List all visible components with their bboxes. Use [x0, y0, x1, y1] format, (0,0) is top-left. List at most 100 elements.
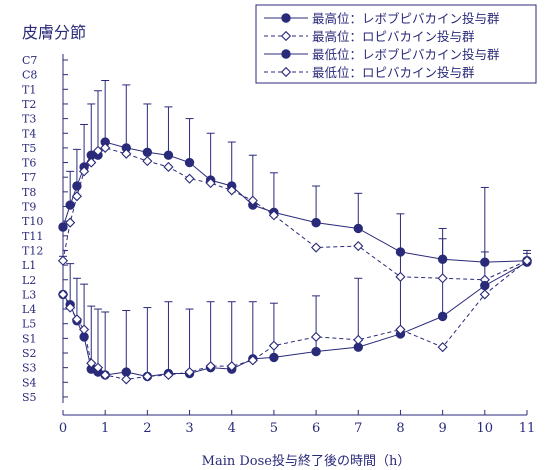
data-point [71, 314, 82, 325]
data-point [247, 355, 258, 366]
y-tick-label: S2 [22, 347, 37, 360]
data-point [480, 280, 490, 291]
data-point [353, 334, 364, 345]
data-point [479, 289, 490, 300]
data-point [79, 324, 90, 335]
data-point [58, 222, 68, 232]
series-4 [57, 255, 533, 385]
data-point [184, 157, 195, 168]
data-point [72, 181, 82, 191]
data-point [353, 223, 363, 234]
error-bars [59, 80, 531, 377]
data-point [353, 240, 364, 252]
y-tick-label: T3 [22, 113, 36, 126]
data-point [86, 358, 97, 369]
legend-label: 最高位：ロピバカイン投与群 [312, 29, 475, 44]
data-point [142, 371, 153, 382]
data-point [280, 66, 292, 78]
data-point [79, 166, 90, 177]
x-tick-label: 3 [185, 421, 193, 436]
data-point [247, 195, 258, 206]
series-line [62, 147, 528, 281]
data-point [280, 30, 292, 42]
x-axis: 0 1 2 3 4 5 6 7 8 9 10 11 [59, 409, 536, 436]
y-tick-label: T12 [22, 244, 43, 257]
y-tick-label: S5 [22, 391, 37, 404]
data-point [65, 302, 76, 313]
data-point [205, 361, 216, 372]
data-point [163, 150, 174, 160]
data-point [57, 255, 69, 266]
y-tick-label: S3 [22, 362, 37, 375]
x-tick-label: 6 [312, 421, 320, 436]
data-point [268, 210, 279, 221]
series-2 [57, 142, 533, 285]
y-tick-label: T5 [22, 142, 36, 155]
data-point [71, 191, 82, 202]
x-tick-label: 8 [396, 421, 404, 436]
y-tick-label: C8 [22, 69, 37, 82]
x-axis-label: Main Dose投与終了後の時間（h） [202, 453, 411, 469]
x-tick-label: 1 [101, 421, 109, 436]
y-tick-label: L3 [22, 288, 36, 301]
x-tick-label: 5 [270, 421, 278, 436]
data-point [163, 369, 174, 381]
y-tick-label: T7 [22, 171, 36, 184]
data-point [184, 366, 195, 378]
series-line [62, 261, 528, 377]
data-point [281, 49, 291, 59]
data-point [311, 331, 322, 342]
data-point [92, 145, 104, 156]
series-3 [58, 257, 532, 382]
data-point [100, 142, 111, 153]
x-tick-label: 0 [59, 421, 67, 436]
y-tick-label: S4 [22, 376, 37, 389]
x-tick-label: 4 [228, 421, 236, 436]
data-point [268, 340, 279, 351]
data-point [121, 374, 132, 385]
data-point [281, 13, 291, 23]
y-tick-label: T9 [22, 201, 36, 214]
legend: 最高位：レボブピバカイン投与群最高位：ロピバカイン投与群最低位：レボブピバカイン… [255, 4, 537, 84]
y-tick-label: T10 [22, 215, 43, 228]
x-tick-label: 10 [477, 421, 494, 436]
data-point [480, 257, 490, 267]
data-point [184, 173, 195, 184]
data-point [311, 346, 321, 357]
data-point [437, 254, 448, 264]
data-point [311, 242, 322, 253]
data-point [226, 361, 237, 372]
y-tick-label: T6 [22, 157, 36, 170]
data-point [142, 147, 153, 157]
data-point [163, 161, 174, 173]
data-point [65, 217, 76, 228]
data-point [92, 362, 104, 373]
data-point [395, 324, 406, 335]
data-point [65, 200, 75, 210]
legend-label: 最高位：レボブピバカイン投与群 [312, 11, 500, 26]
legend-label: 最低位：レボブピバカイン投与群 [312, 47, 500, 62]
data-point [437, 311, 448, 322]
y-tick-label: C7 [22, 54, 37, 67]
x-tick-label: 2 [143, 421, 151, 436]
y-tick-label: L4 [22, 303, 36, 316]
x-tick-label: 9 [438, 421, 446, 436]
y-tick-label: T1 [22, 83, 36, 96]
y-tick-label: L5 [22, 318, 36, 331]
data-point [86, 157, 97, 168]
x-tick-label: 7 [354, 421, 362, 436]
y-tick-label: T4 [22, 127, 36, 140]
legend-label: 最低位：ロピバカイン投与群 [312, 65, 475, 80]
data-point [521, 255, 533, 266]
series-layer [57, 137, 533, 385]
chart-title: 皮膚分節 [22, 23, 86, 42]
data-point [121, 148, 132, 159]
series-line [62, 141, 528, 263]
data-point [437, 342, 448, 353]
x-tick-label: 11 [519, 421, 536, 436]
data-point [269, 352, 279, 363]
series-line [62, 260, 528, 380]
y-tick-label: L2 [22, 274, 36, 287]
